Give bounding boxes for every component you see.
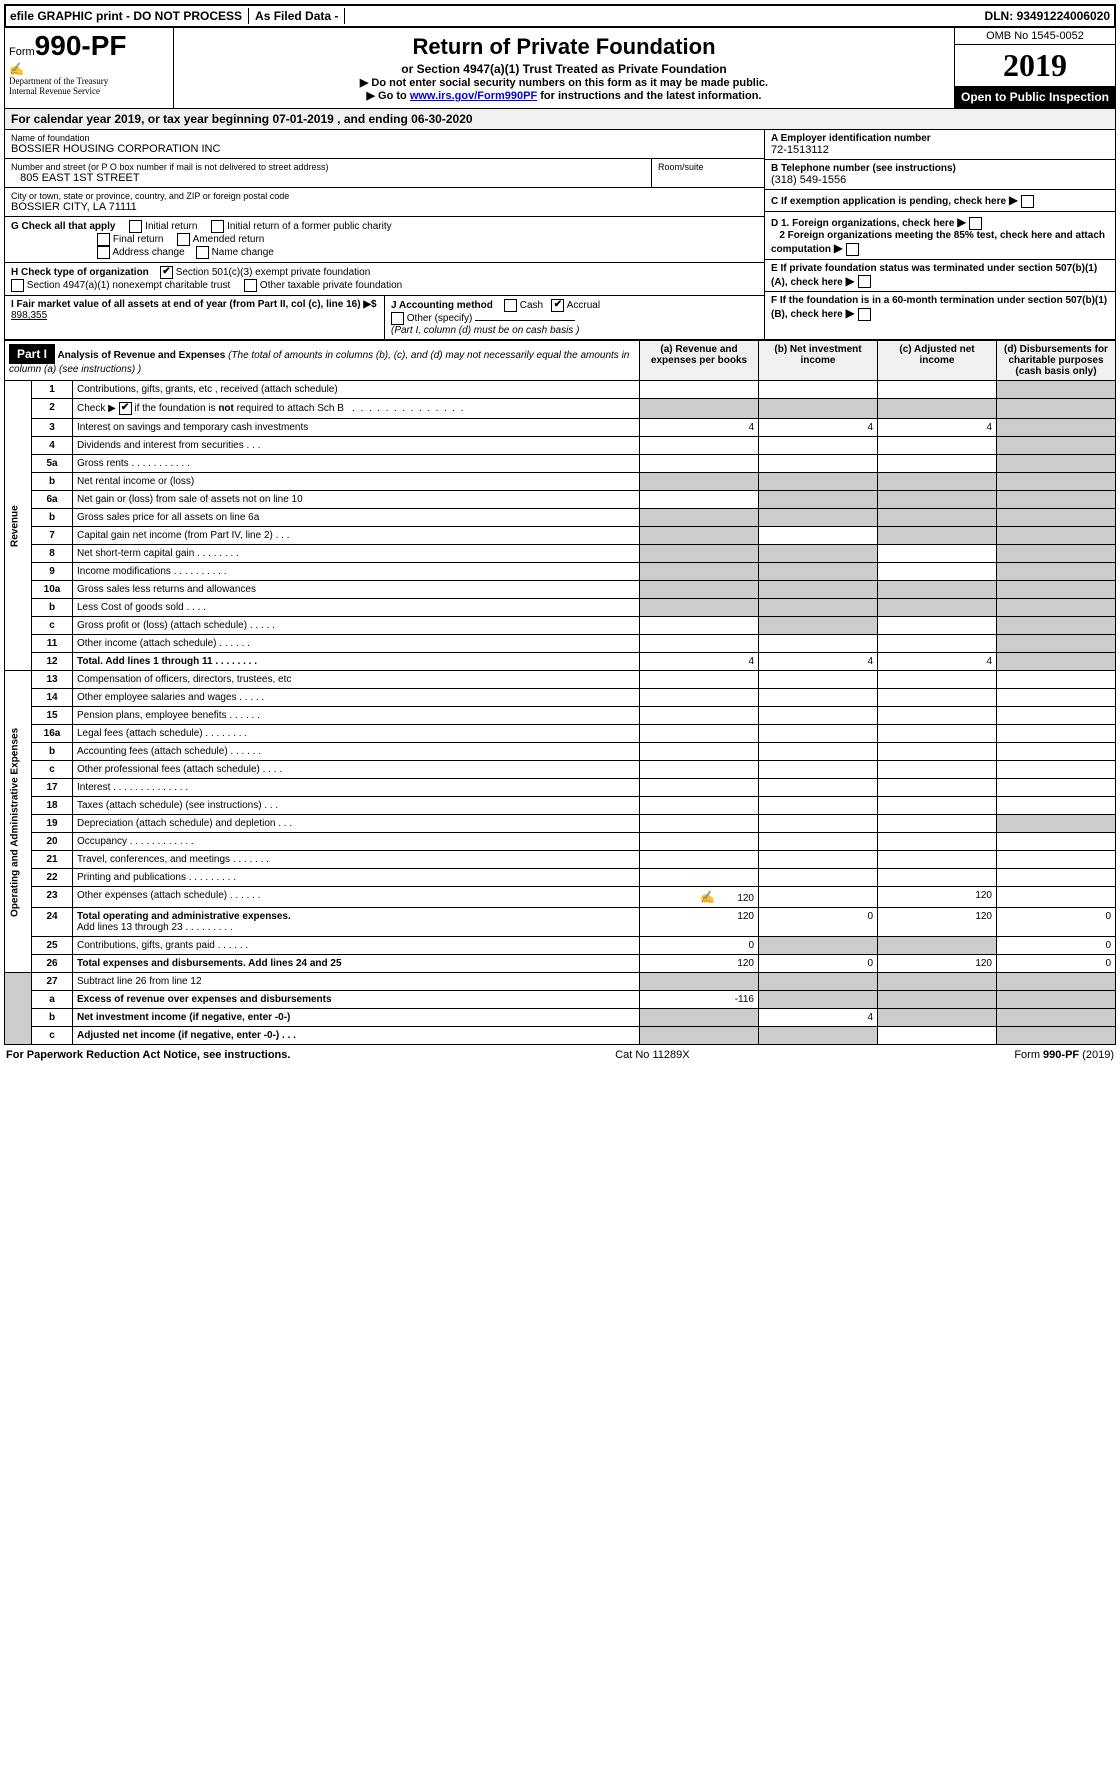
topbar: efile GRAPHIC print - DO NOT PROCESS As … xyxy=(4,4,1116,28)
open-inspection-badge: Open to Public Inspection xyxy=(955,86,1115,108)
chk-f[interactable] xyxy=(858,308,871,321)
col-d-header: (d) Disbursements for charitable purpose… xyxy=(997,341,1116,381)
chk-final[interactable] xyxy=(97,233,110,246)
cat-no: Cat No 11289X xyxy=(615,1049,689,1061)
efile-notice: efile GRAPHIC print - DO NOT PROCESS xyxy=(10,9,242,23)
form-header: Form990-PF ✍ Department of the Treasury … xyxy=(4,28,1116,109)
ein-label: A Employer identification number xyxy=(771,133,931,144)
city-value: BOSSIER CITY, LA 71111 xyxy=(11,201,758,213)
section-j: J Accounting method Cash Accrual Other (… xyxy=(385,296,764,339)
name-label: Name of foundation xyxy=(11,133,758,143)
chk-cash[interactable] xyxy=(504,299,517,312)
part1-badge: Part I xyxy=(9,344,55,364)
chk-amended[interactable] xyxy=(177,233,190,246)
revenue-label: Revenue xyxy=(5,381,32,671)
calendar-year-row: For calendar year 2019, or tax year begi… xyxy=(4,109,1116,130)
chk-d1[interactable] xyxy=(969,217,982,230)
section-e: E If private foundation status was termi… xyxy=(765,260,1115,293)
irs: Internal Revenue Service xyxy=(9,86,169,96)
chk-4947[interactable] xyxy=(11,279,24,292)
tax-year: 2019 xyxy=(955,45,1115,86)
form-number: Form990-PF xyxy=(9,30,169,62)
ssn-note: ▶ Do not enter social security numbers o… xyxy=(178,76,950,89)
col-c-header: (c) Adjusted net income xyxy=(878,341,997,381)
form-title: Return of Private Foundation xyxy=(178,34,950,60)
irs-link[interactable]: www.irs.gov/Form990PF xyxy=(410,90,537,102)
asfiled-label: As Filed Data - xyxy=(255,9,338,23)
url-note: ▶ Go to www.irs.gov/Form990PF for instru… xyxy=(178,89,950,102)
city-label: City or town, state or province, country… xyxy=(11,191,758,201)
phone-value: (318) 549-1556 xyxy=(771,174,846,186)
section-f: F If the foundation is in a 60-month ter… xyxy=(765,292,1115,324)
chk-initial-former[interactable] xyxy=(211,220,224,233)
chk-schb[interactable] xyxy=(119,402,132,415)
section-d: D 1. Foreign organizations, check here ▶… xyxy=(765,212,1115,260)
paperwork-notice: For Paperwork Reduction Act Notice, see … xyxy=(6,1049,290,1061)
part1-table: Part I Analysis of Revenue and Expenses … xyxy=(4,340,1116,1045)
info-grid: Name of foundation BOSSIER HOUSING CORPO… xyxy=(4,130,1116,340)
chk-other-taxable[interactable] xyxy=(244,279,257,292)
address-label: Number and street (or P O box number if … xyxy=(11,162,645,172)
expenses-label: Operating and Administrative Expenses xyxy=(5,671,32,973)
dept-treasury: Department of the Treasury xyxy=(9,76,169,86)
chk-501c3[interactable] xyxy=(160,266,173,279)
section-c: C If exemption application is pending, c… xyxy=(765,190,1115,212)
chk-c[interactable] xyxy=(1021,195,1034,208)
section-h: H Check type of organization Section 501… xyxy=(5,263,764,296)
street-address: 805 EAST 1ST STREET xyxy=(11,172,645,184)
paper-icon[interactable]: ✍ xyxy=(9,62,169,76)
section-g: G Check all that apply Initial return In… xyxy=(5,217,764,263)
dln: DLN: 93491224006020 xyxy=(985,9,1110,23)
form-footer: Form 990-PF (2019) xyxy=(1014,1049,1114,1061)
chk-e[interactable] xyxy=(858,275,871,288)
footer: For Paperwork Reduction Act Notice, see … xyxy=(4,1045,1116,1065)
foundation-name: BOSSIER HOUSING CORPORATION INC xyxy=(11,143,758,155)
chk-other-method[interactable] xyxy=(391,312,404,325)
form-subtitle: or Section 4947(a)(1) Trust Treated as P… xyxy=(178,62,950,76)
chk-accrual[interactable] xyxy=(551,299,564,312)
chk-address[interactable] xyxy=(97,246,110,259)
phone-label: B Telephone number (see instructions) xyxy=(771,163,956,174)
col-a-header: (a) Revenue and expenses per books xyxy=(640,341,759,381)
room-label: Room/suite xyxy=(652,159,764,187)
section-i: I Fair market value of all assets at end… xyxy=(5,296,385,339)
chk-initial[interactable] xyxy=(129,220,142,233)
ein-value: 72-1513112 xyxy=(771,144,829,156)
omb-number: OMB No 1545-0052 xyxy=(955,28,1115,45)
col-b-header: (b) Net investment income xyxy=(759,341,878,381)
attach-icon[interactable]: ✍ xyxy=(700,890,715,904)
chk-name[interactable] xyxy=(196,246,209,259)
chk-d2[interactable] xyxy=(846,243,859,256)
